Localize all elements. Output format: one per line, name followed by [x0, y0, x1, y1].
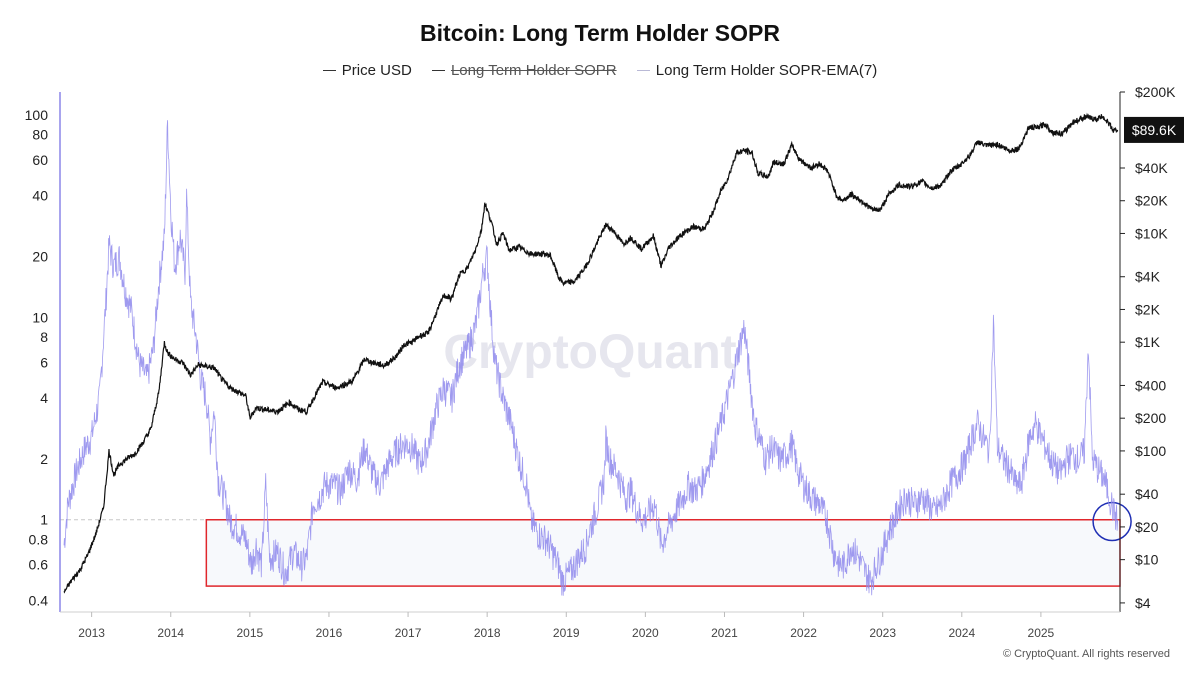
right-axis-tick-label: $2K — [1135, 301, 1161, 317]
x-axis-tick-label: 2021 — [711, 626, 738, 640]
chart-legend: Price USD Long Term Holder SOPR Long Ter… — [0, 58, 1200, 79]
left-axis-tick-label: 0.8 — [29, 531, 49, 547]
legend-label-sopr: Long Term Holder SOPR — [450, 62, 617, 79]
left-axis-tick-label: 80 — [32, 127, 48, 143]
legend-swatch-ema — [636, 70, 650, 71]
right-axis-tick-label: $40 — [1135, 486, 1159, 502]
right-axis-tick-label: $100 — [1135, 443, 1166, 459]
right-axis-tick-label: $4K — [1135, 269, 1161, 285]
axis-layer: 0.4 0.6 0.8 1 2 4 6 8 10 20 40 60 80 100 $4 $10 $20 $40 $1… — [25, 84, 1184, 640]
x-axis-tick-label: 2017 — [395, 626, 422, 640]
x-axis-tick-label: 2019 — [553, 626, 580, 640]
left-axis-tick-label: 60 — [32, 152, 48, 168]
right-axis-tick-label: $20K — [1135, 193, 1168, 209]
left-axis-tick-label: 1 — [40, 512, 48, 528]
legend-label-ema: Long Term Holder SOPR-EMA(7) — [655, 62, 878, 79]
left-axis-tick-label: 0.6 — [29, 557, 49, 573]
left-axis-tick-label: 100 — [25, 107, 49, 123]
left-axis-tick-label: 40 — [32, 188, 48, 204]
right-axis-tick-label: $200 — [1135, 410, 1166, 426]
right-axis-tick-label: $400 — [1135, 377, 1166, 393]
legend-item-price[interactable]: Price USD — [322, 62, 412, 79]
left-axis-tick-label: 0.4 — [29, 592, 49, 608]
legend-swatch-sopr — [431, 70, 445, 71]
x-axis-tick-label: 2020 — [632, 626, 659, 640]
right-axis-tick-label: $4 — [1135, 595, 1151, 611]
right-axis-tick-label: $1K — [1135, 334, 1161, 350]
left-axis-tick-label: 20 — [32, 248, 48, 264]
chart-title: Bitcoin: Long Term Holder SOPR — [420, 20, 780, 46]
legend-label-price: Price USD — [341, 62, 412, 79]
left-axis-tick-label: 2 — [40, 451, 48, 467]
current-price-badge — [1124, 116, 1184, 143]
sopr-ema-line — [63, 120, 1118, 596]
right-axis-tick-label: $10 — [1135, 552, 1159, 568]
x-axis-tick-label: 2023 — [869, 626, 896, 640]
right-axis-tick-label: $200K — [1135, 84, 1176, 100]
x-axis-tick-label: 2022 — [790, 626, 817, 640]
x-axis-tick-label: 2025 — [1028, 626, 1055, 640]
copyright-text: © CryptoQuant. All rights reserved — [1002, 648, 1170, 660]
x-axis-tick-label: 2014 — [157, 626, 184, 640]
x-axis-tick-label: 2016 — [316, 626, 343, 640]
right-axis-tick-label: $10K — [1135, 225, 1168, 241]
right-axis-tick-label: $40K — [1135, 160, 1168, 176]
left-axis-tick-label: 10 — [32, 309, 48, 325]
series-layer — [63, 112, 1119, 596]
legend-item-ema[interactable]: Long Term Holder SOPR-EMA(7) — [636, 62, 878, 79]
x-axis-tick-label: 2018 — [474, 626, 501, 640]
left-axis-tick-label: 8 — [40, 329, 48, 345]
legend-swatch-price — [322, 70, 336, 71]
x-axis-tick-label: 2015 — [236, 626, 263, 640]
left-axis-tick-label: 6 — [40, 354, 48, 370]
price-line — [63, 112, 1119, 594]
legend-item-sopr[interactable]: Long Term Holder SOPR — [431, 62, 617, 79]
current-price-label: $89.6K — [1132, 122, 1177, 138]
x-axis-tick-label: 2013 — [78, 626, 105, 640]
x-axis-tick-label: 2024 — [948, 626, 975, 640]
watermark-text: CryptoQuant — [443, 326, 736, 379]
right-axis-tick-label: $20 — [1135, 519, 1159, 535]
left-axis-tick-label: 4 — [40, 390, 48, 406]
